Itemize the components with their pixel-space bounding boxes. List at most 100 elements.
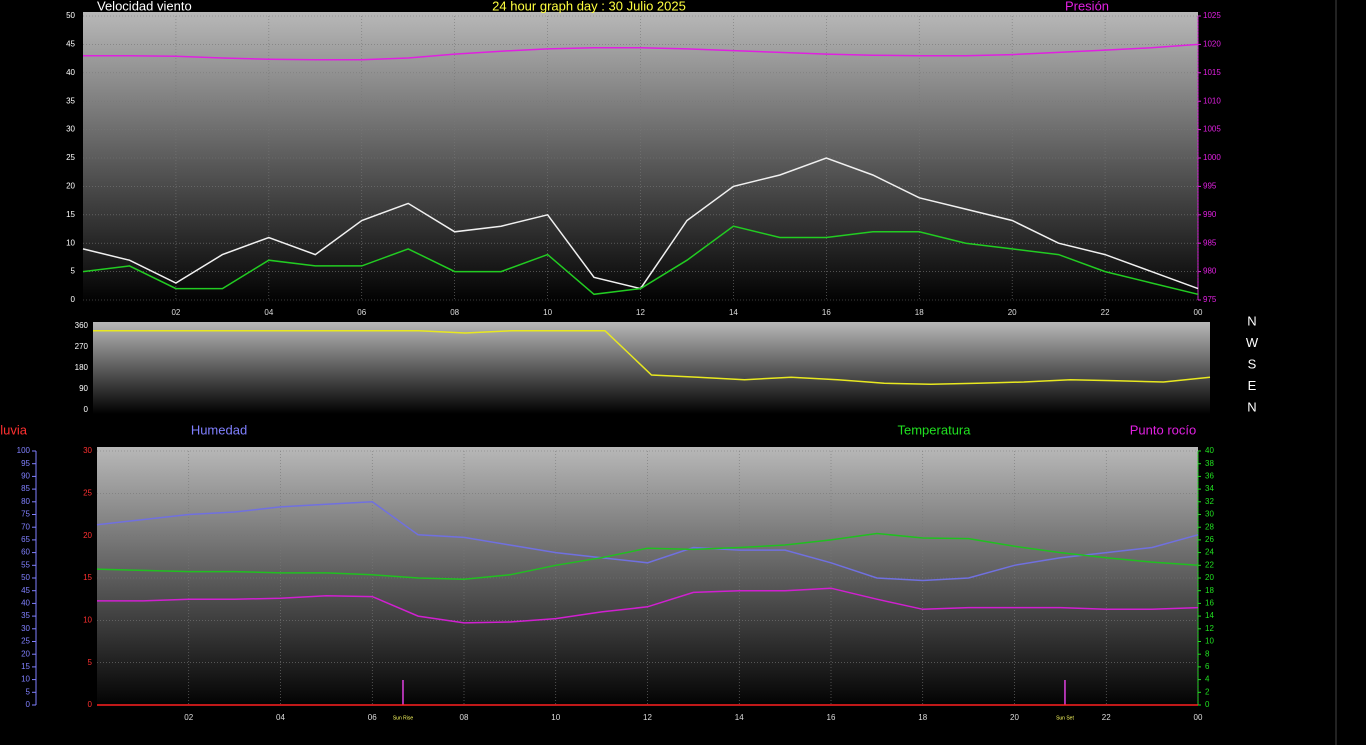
y3-tick-label: 10	[21, 675, 30, 684]
series-line	[96, 532, 1199, 581]
x-tick-label: 18	[918, 713, 927, 722]
y-tick-label: 30	[66, 125, 75, 134]
x-tick-label: 22	[1101, 308, 1110, 317]
x-tick-label: 08	[460, 713, 469, 722]
y2-tick-label: 0	[1205, 700, 1210, 709]
y2-tick-label: 2	[1205, 687, 1210, 696]
x-tick-label: 12	[636, 308, 645, 317]
y-tick-label: 20	[66, 182, 75, 191]
y3-tick-label: 70	[21, 522, 30, 531]
direction-label: S	[1248, 356, 1257, 371]
series-line	[82, 225, 1199, 296]
y-tick-label: 270	[75, 342, 89, 351]
y2-tick-label: 16	[1205, 599, 1214, 608]
y2-tick-label: 34	[1205, 484, 1214, 493]
x-tick-label: 20	[1010, 713, 1019, 722]
y3-tick-label: 95	[21, 459, 30, 468]
x-tick-label: 04	[276, 713, 285, 722]
sun-label: Sun Rise	[393, 715, 414, 721]
x-tick-label: 14	[735, 713, 744, 722]
y2-tick-label: 1015	[1203, 68, 1221, 77]
direction-label: E	[1248, 378, 1257, 393]
y2-tick-label: 1025	[1203, 11, 1221, 20]
y2-tick-label: 36	[1205, 472, 1214, 481]
series-line	[97, 587, 1199, 624]
x-tick-label: 18	[915, 308, 924, 317]
y-tick-label: 0	[84, 405, 89, 414]
y3-tick-label: 75	[21, 510, 30, 519]
legend-label: Humedad	[191, 422, 247, 437]
direction-label: W	[1246, 335, 1259, 350]
y2-tick-label: 980	[1203, 267, 1217, 276]
x-tick-label: 08	[450, 308, 459, 317]
y2-tick-label: 990	[1203, 210, 1217, 219]
y3-tick-label: 25	[21, 637, 30, 646]
y-tick-label: 40	[66, 68, 75, 77]
x-tick-label: 12	[643, 713, 652, 722]
y3-tick-label: 20	[21, 649, 30, 658]
y2-tick-label: 995	[1203, 182, 1217, 191]
y-tick-label: 5	[88, 658, 93, 667]
series-line	[83, 43, 1199, 61]
y3-tick-label: 15	[21, 662, 30, 671]
x-tick-label: 02	[184, 713, 193, 722]
y-tick-label: 0	[71, 295, 76, 304]
y-tick-label: 50	[66, 11, 75, 20]
y2-tick-label: 985	[1203, 238, 1217, 247]
y2-tick-label: 12	[1205, 624, 1214, 633]
y3-tick-label: 30	[21, 624, 30, 633]
y2-tick-label: 975	[1203, 295, 1217, 304]
direction-label: N	[1247, 399, 1256, 414]
y2-tick-label: 26	[1205, 535, 1214, 544]
y-tick-label: 360	[75, 321, 89, 330]
y-tick-label: 5	[71, 267, 76, 276]
y-tick-label: 20	[83, 531, 92, 540]
y3-tick-label: 5	[26, 687, 31, 696]
y2-tick-label: 40	[1205, 446, 1214, 455]
x-tick-label: 10	[543, 308, 552, 317]
y-tick-label: 0	[88, 700, 93, 709]
y-tick-label: 180	[75, 363, 89, 372]
x-tick-label: 20	[1008, 308, 1017, 317]
y2-tick-label: 22	[1205, 560, 1214, 569]
x-tick-label: 14	[729, 308, 738, 317]
y2-tick-label: 30	[1205, 510, 1214, 519]
y2-tick-label: 8	[1205, 649, 1210, 658]
y3-tick-label: 85	[21, 484, 30, 493]
y3-tick-label: 55	[21, 560, 30, 569]
y2-tick-label: 6	[1205, 662, 1210, 671]
y2-tick-label: 38	[1205, 459, 1214, 468]
series-line	[93, 329, 1211, 386]
y2-tick-label: 28	[1205, 522, 1214, 531]
sun-label: Sun Set	[1056, 715, 1074, 721]
x-tick-label: 00	[1194, 713, 1203, 722]
y2-tick-label: 24	[1205, 548, 1214, 557]
legend-label: Temperatura	[898, 422, 972, 437]
y3-tick-label: 65	[21, 535, 30, 544]
y2-tick-label: 20	[1205, 573, 1214, 582]
x-tick-label: 10	[551, 713, 560, 722]
y3-tick-label: 100	[17, 446, 31, 455]
y-tick-label: 15	[83, 573, 92, 582]
y-tick-label: 10	[83, 615, 92, 624]
series-line	[96, 501, 1199, 582]
x-tick-label: 16	[827, 713, 836, 722]
y2-tick-label: 1005	[1203, 125, 1221, 134]
y2-tick-label: 1000	[1203, 153, 1221, 162]
y3-tick-label: 40	[21, 599, 30, 608]
y3-tick-label: 50	[21, 573, 30, 582]
y-tick-label: 15	[66, 210, 75, 219]
x-tick-label: 02	[171, 308, 180, 317]
x-tick-label: 00	[1194, 308, 1203, 317]
y-tick-label: 25	[66, 153, 75, 162]
y3-tick-label: 80	[21, 497, 30, 506]
y2-tick-label: 32	[1205, 497, 1214, 506]
y-tick-label: 25	[83, 488, 92, 497]
y-tick-label: 10	[66, 238, 75, 247]
y3-tick-label: 35	[21, 611, 30, 620]
y-tick-label: 90	[79, 384, 88, 393]
x-tick-label: 06	[368, 713, 377, 722]
direction-label: N	[1247, 313, 1256, 328]
y2-tick-label: 10	[1205, 637, 1214, 646]
